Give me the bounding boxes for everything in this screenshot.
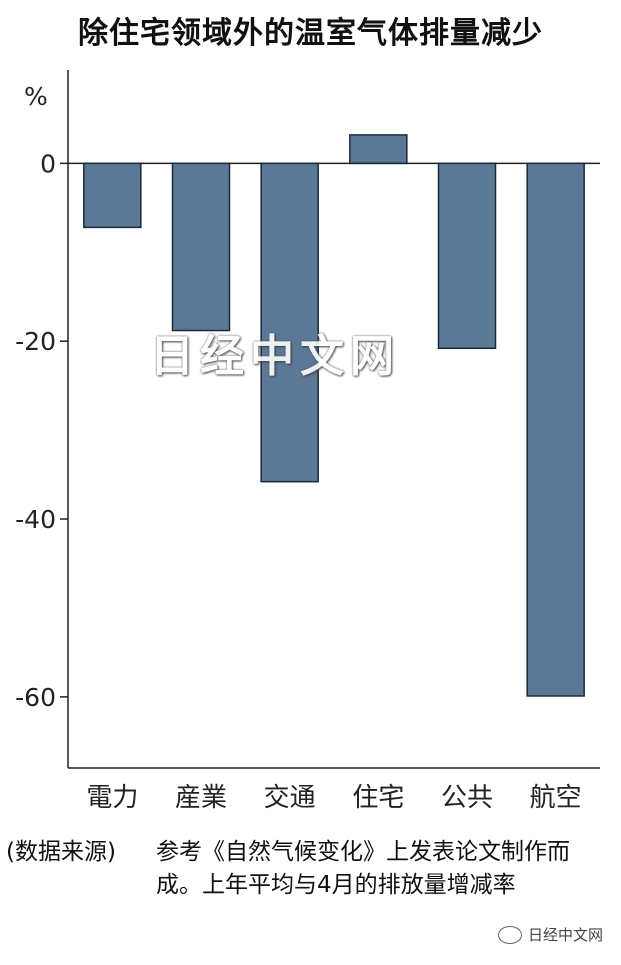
x-tick-label: 産業 (175, 783, 227, 813)
bar-5 (437, 162, 497, 350)
y-tick-label: -40 (15, 505, 56, 534)
watermark: 日经中文网 (150, 331, 400, 382)
x-tick-label: 住宅 (352, 783, 404, 813)
y-axis-unit: % (24, 82, 48, 111)
bar-1 (83, 162, 142, 229)
chart-title: 除住宅领域外的温室气体排量减少 (78, 16, 543, 51)
bar-4 (349, 134, 408, 165)
chat-bubble-icon (498, 925, 522, 944)
y-tick-label: -20 (15, 327, 56, 356)
source-text: 参考《自然气候变化》上发表论文制作而成。上年平均与4月的排放量增减率 (156, 839, 570, 898)
bar-3 (260, 162, 319, 483)
footer-logo: 日经中文网 (498, 924, 603, 945)
bars (83, 134, 585, 697)
source-note: (数据来源) 参考《自然气候变化》上发表论文制作而成。上年平均与4月的排放量增减率 (6, 836, 606, 902)
y-tick-label: -60 (15, 683, 56, 712)
bar-2 (171, 162, 231, 332)
bar-chart: 0 -20 -40 -60% 電力 産業 交通 住宅 公共 航空 (15, 70, 600, 813)
x-tick-label: 航空 (530, 783, 582, 813)
x-tick-label: 交通 (264, 783, 316, 813)
bar-6 (526, 162, 585, 697)
axes (60, 70, 600, 769)
source-label: (数据来源) (6, 839, 116, 865)
x-tick-label: 公共 (441, 783, 493, 813)
x-tick-label: 電力 (86, 783, 138, 813)
footer-logo-text: 日经中文网 (528, 926, 604, 944)
axis-labels: 0 -20 -40 -60% 電力 産業 交通 住宅 公共 航空 (15, 82, 582, 813)
y-tick-label: 0 (40, 149, 56, 178)
